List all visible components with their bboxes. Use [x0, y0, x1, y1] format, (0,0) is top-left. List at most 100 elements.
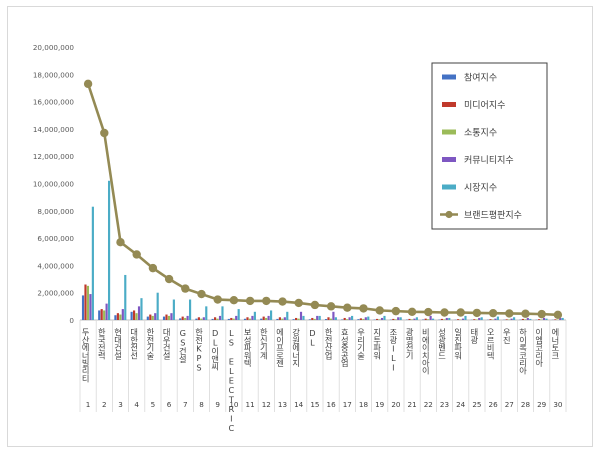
y-tick-label: 14,000,000: [33, 125, 75, 134]
bar-5: [286, 311, 289, 320]
bar-5: [253, 311, 256, 320]
x-rank-label: 20: [391, 400, 401, 409]
x-rank-label: 5: [151, 400, 156, 409]
bar-2: [359, 318, 362, 320]
line-point: [456, 308, 465, 317]
bar-3: [459, 319, 462, 320]
bar-5: [302, 315, 305, 320]
x-rank-label: 2: [102, 400, 107, 409]
bar-4: [559, 317, 562, 320]
x-rank-label: 17: [343, 400, 352, 409]
line-point: [505, 309, 514, 318]
bar-3: [443, 319, 446, 320]
line-point: [326, 302, 336, 311]
x-tick-label: 성광벤드: [437, 328, 447, 359]
line-point: [213, 295, 222, 304]
x-tick-label: 우진: [502, 328, 512, 344]
y-tick-label: 20,000,000: [33, 43, 75, 52]
bar-5: [383, 315, 386, 320]
bar-3: [248, 318, 252, 320]
x-tick-label: GS건설: [178, 328, 188, 363]
x-rank-label: 25: [472, 400, 481, 409]
bar-1: [324, 319, 328, 320]
x-rank-label: 26: [489, 400, 499, 409]
bar-3: [184, 317, 187, 320]
bar-2: [376, 318, 379, 320]
line-point: [472, 308, 482, 318]
bar-4: [445, 317, 448, 320]
x-tick-label: 에이프로젠: [275, 328, 285, 367]
legend-label: 소통지수: [464, 128, 497, 139]
x-tick-label: 태광: [469, 328, 479, 344]
x-tick-label: 에너토크: [550, 328, 560, 359]
x-rank-label: 4: [134, 400, 139, 409]
bar-2: [408, 318, 411, 320]
bar-2: [343, 317, 346, 320]
x-rank-label: 15: [310, 400, 319, 409]
x-rank-label: 28: [521, 400, 531, 409]
bar-5: [464, 315, 467, 320]
x-rank-label: 13: [278, 400, 287, 409]
bar-2: [214, 317, 217, 320]
x-rank-label: 7: [183, 400, 188, 409]
bar-3: [394, 319, 397, 320]
legend-swatch: [445, 210, 453, 219]
line-point: [440, 308, 449, 317]
bar-4: [542, 317, 546, 320]
bar-5: [529, 318, 532, 320]
bar-5: [237, 309, 240, 320]
line-point: [537, 309, 546, 319]
x-tick-label: DL: [307, 328, 317, 347]
bar-2: [457, 319, 460, 320]
x-rank-label: 18: [359, 400, 369, 409]
bar-2: [424, 318, 427, 320]
bar-3: [216, 318, 219, 320]
x-rank-label: 22: [424, 400, 433, 409]
line-point: [148, 263, 158, 273]
bar-4: [413, 318, 416, 320]
line-point: [488, 308, 498, 318]
bar-5: [367, 316, 370, 320]
line-point: [164, 274, 174, 284]
x-tick-label: 한전기술: [145, 328, 155, 359]
line-point: [553, 310, 563, 320]
bar-3: [297, 318, 300, 320]
bar-4: [154, 313, 157, 320]
bar-2: [116, 313, 119, 320]
bar-2: [521, 318, 524, 320]
x-tick-label: 오르비텍: [486, 328, 496, 360]
bar-4: [267, 315, 270, 320]
x-tick-label: 비에이치아이: [421, 328, 431, 376]
line-point: [278, 297, 287, 306]
y-tick-label: 0: [69, 316, 74, 325]
line-point: [181, 284, 190, 293]
bar-3: [346, 319, 349, 320]
x-tick-label: 조광ILI: [388, 328, 398, 372]
x-tick-label: LS ELECTRIC: [226, 328, 236, 433]
bar-3: [265, 317, 268, 320]
bar-2: [100, 309, 103, 320]
bar-4: [478, 317, 481, 320]
bar-2: [149, 314, 152, 320]
bar-1: [357, 319, 360, 320]
line-point: [375, 306, 384, 315]
bar-2: [505, 319, 508, 320]
y-tick-label: 6,000,000: [37, 234, 74, 243]
x-rank-label: 3: [118, 400, 123, 409]
x-tick-label: 광명전기: [405, 327, 415, 360]
bar-4: [429, 315, 432, 320]
bar-5: [140, 298, 143, 320]
bar-4: [170, 313, 173, 320]
x-tick-label: 현대건설: [113, 328, 123, 359]
bar-5: [431, 318, 435, 320]
x-rank-label: 14: [294, 400, 304, 409]
bar-2: [133, 310, 136, 320]
bar-4: [251, 315, 254, 320]
bar-1: [211, 318, 214, 320]
bar-5: [512, 317, 516, 320]
line-point: [262, 296, 271, 306]
y-tick-label: 8,000,000: [37, 207, 74, 216]
x-rank-label: 21: [408, 400, 417, 409]
x-rank-label: 24: [456, 400, 466, 409]
bar-1: [195, 318, 198, 320]
